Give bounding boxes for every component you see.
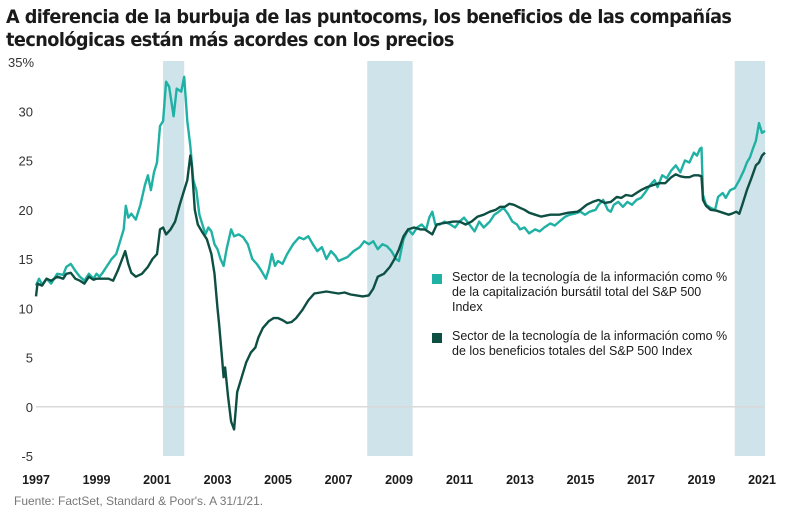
legend-item-market-cap: Sector de la tecnología de la informació…: [432, 270, 732, 315]
y-tick-label: 10: [19, 301, 33, 316]
x-tick-label: 2013: [506, 473, 534, 487]
recession-band-2: [734, 61, 766, 456]
x-tick-label: 2007: [325, 473, 353, 487]
y-tick-label: 35%: [8, 55, 34, 70]
y-tick-label: 0: [26, 400, 33, 415]
legend-label-market-cap: Sector de la tecnología de la informació…: [452, 270, 728, 314]
legend-swatch-earnings: [432, 333, 442, 343]
recession-band-1: [367, 61, 413, 456]
legend-swatch-market-cap: [432, 274, 442, 284]
x-tick-label: 2015: [567, 473, 595, 487]
x-tick-label: 2019: [688, 473, 716, 487]
y-tick-label: -5: [21, 449, 33, 464]
y-tick-label: 15: [19, 252, 33, 267]
y-tick-label: 30: [19, 104, 33, 119]
y-tick-label: 20: [19, 203, 33, 218]
x-tick-label: 2001: [143, 473, 171, 487]
x-axis: 1997 1999 2001 2003 2005 2007 2009 2011 2013 2015…: [22, 473, 776, 487]
x-tick-label: 2021: [748, 473, 776, 487]
x-tick-label: 2009: [385, 473, 413, 487]
chart-title: A diferencia de la burbuja de las puntoc…: [6, 6, 732, 51]
source-note: Fuente: FactSet, Standard & Poor's. A 31…: [14, 494, 264, 508]
y-tick-label: 25: [19, 154, 33, 169]
series-lines: [34, 75, 766, 431]
x-tick-label: 1999: [83, 473, 111, 487]
legend: Sector de la tecnología de la informació…: [432, 270, 732, 373]
legend-item-earnings: Sector de la tecnología de la informació…: [432, 329, 732, 359]
x-tick-label: 2003: [204, 473, 232, 487]
x-tick-label: 2017: [627, 473, 655, 487]
x-tick-label: 2005: [264, 473, 292, 487]
series-line-market-cap: [34, 75, 766, 287]
recession-band-0: [163, 61, 185, 456]
legend-label-earnings: Sector de la tecnología de la informació…: [452, 329, 728, 358]
y-axis: 35% 30 25 20 15 10 5 0 -5: [8, 55, 34, 464]
series-line-earnings: [34, 151, 766, 431]
x-tick-label: 2011: [446, 473, 473, 487]
y-tick-label: 5: [26, 351, 33, 366]
x-tick-label: 1997: [22, 473, 50, 487]
